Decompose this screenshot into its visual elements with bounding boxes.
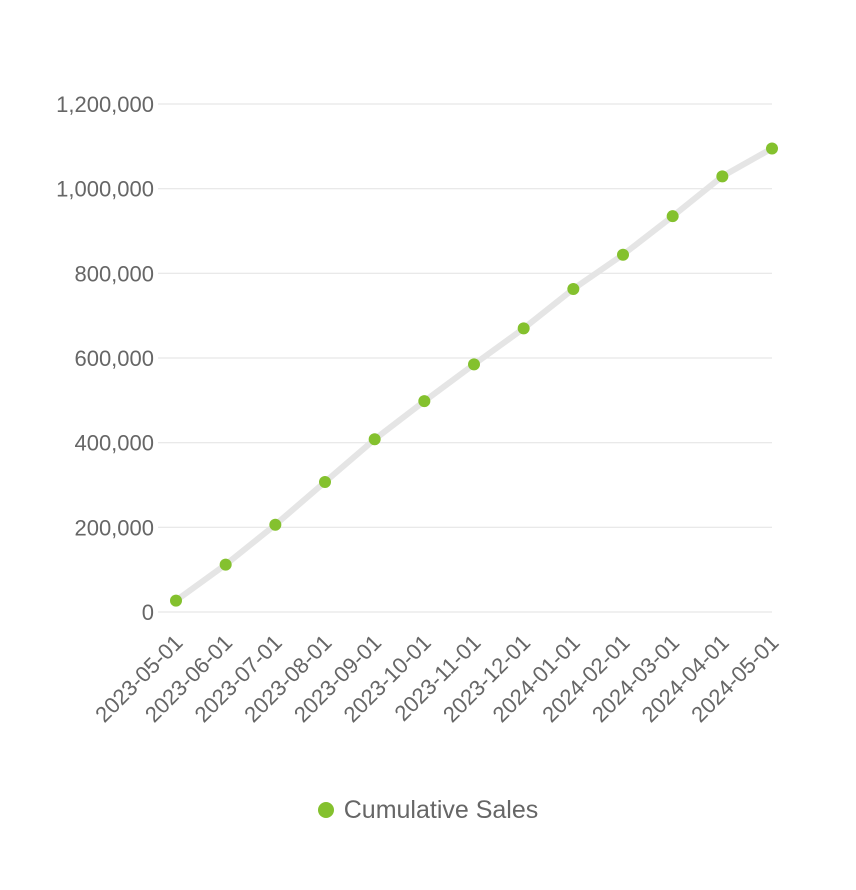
- y-tick-label: 600,000: [74, 346, 154, 371]
- data-point[interactable]: [368, 433, 381, 446]
- y-tick-label: 200,000: [74, 515, 154, 540]
- data-point[interactable]: [666, 210, 679, 223]
- data-point[interactable]: [766, 142, 778, 155]
- data-point[interactable]: [170, 594, 182, 607]
- data-point[interactable]: [716, 170, 729, 183]
- legend: Cumulative Sales: [0, 790, 856, 830]
- data-point[interactable]: [219, 558, 232, 571]
- data-point[interactable]: [269, 518, 282, 531]
- data-point[interactable]: [319, 476, 331, 489]
- y-tick-label: 400,000: [74, 431, 154, 456]
- data-point[interactable]: [468, 358, 480, 371]
- y-tick-label: 1,200,000: [56, 92, 154, 117]
- y-tick-label: 800,000: [74, 261, 154, 286]
- legend-label-cumulative-sales[interactable]: Cumulative Sales: [343, 795, 539, 824]
- data-point[interactable]: [567, 282, 580, 295]
- series-points: [170, 142, 778, 607]
- grid-lines: [158, 103, 772, 613]
- y-axis-tick-labels: 0 200,000 400,000 600,000 800,000 1,000,000 1,…: [56, 92, 154, 625]
- data-point[interactable]: [418, 395, 431, 408]
- data-point[interactable]: [517, 322, 530, 335]
- y-tick-label: 1,000,000: [56, 177, 154, 202]
- legend-swatch-cumulative-sales[interactable]: [317, 802, 334, 818]
- data-point[interactable]: [617, 248, 629, 261]
- series-line: [173, 145, 775, 604]
- y-tick-label: 0: [142, 600, 154, 625]
- series-lines: [173, 145, 775, 604]
- x-axis-tick-labels: 2023-05-012023-06-012023-07-012023-08-01…: [90, 630, 783, 727]
